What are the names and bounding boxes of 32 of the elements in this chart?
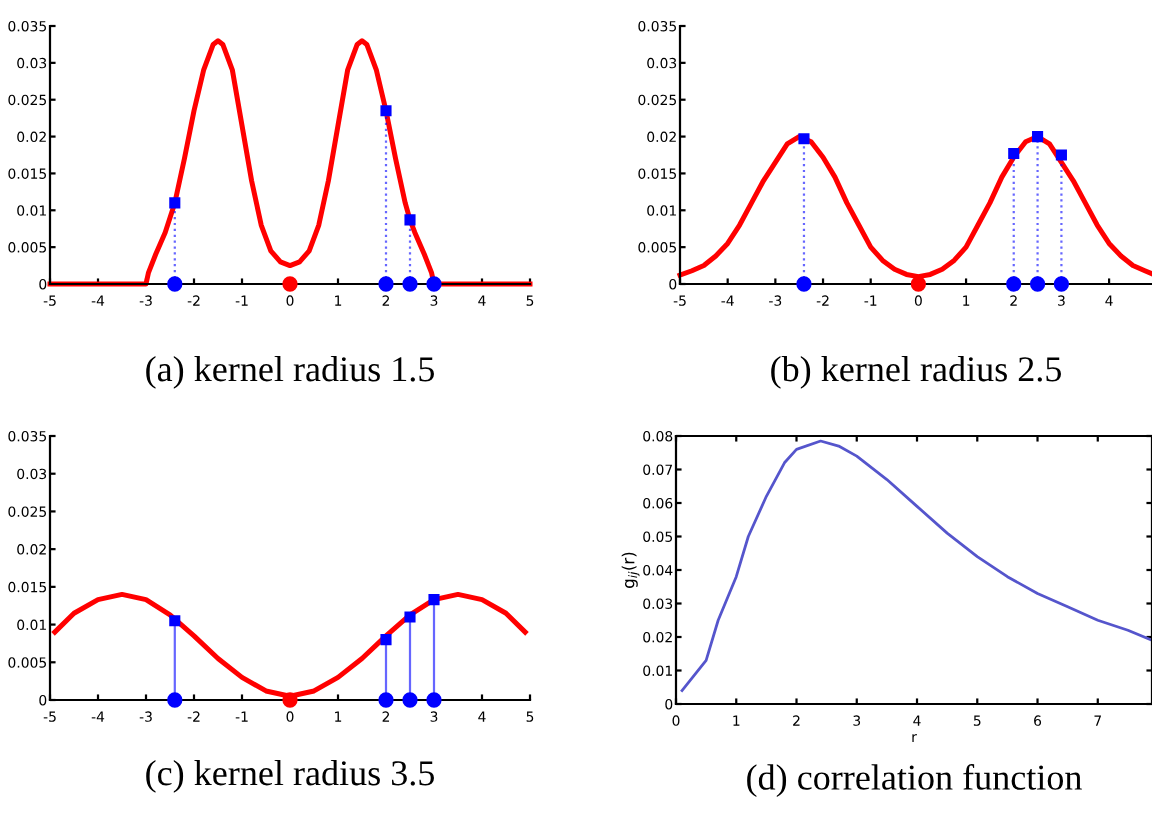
point bbox=[1029, 276, 1046, 292]
point bbox=[1008, 147, 1020, 160]
point bbox=[404, 611, 416, 623]
text: (b) kernel radius 2.5 bbox=[771, 356, 1061, 389]
line-series bbox=[680, 439, 1152, 692]
point bbox=[169, 615, 181, 627]
point bbox=[380, 105, 392, 117]
point bbox=[910, 276, 927, 292]
point bbox=[282, 276, 298, 292]
point bbox=[1053, 276, 1070, 292]
point bbox=[402, 692, 418, 708]
point bbox=[378, 692, 394, 708]
text: (d) correlation function bbox=[747, 764, 1082, 798]
text: (a) kernel radius 1.5 bbox=[146, 356, 434, 389]
point bbox=[428, 594, 440, 606]
point bbox=[169, 197, 181, 209]
point bbox=[426, 692, 442, 708]
point bbox=[378, 276, 394, 292]
text: (c) kernel radius 3.5 bbox=[146, 760, 434, 793]
point bbox=[167, 692, 183, 708]
point bbox=[404, 214, 416, 226]
point bbox=[1006, 276, 1022, 292]
point bbox=[167, 276, 183, 292]
point bbox=[426, 276, 442, 292]
point bbox=[402, 276, 418, 292]
point bbox=[796, 276, 812, 292]
point bbox=[282, 692, 298, 708]
point bbox=[380, 634, 392, 646]
point bbox=[1055, 149, 1067, 161]
point bbox=[1032, 131, 1044, 143]
point bbox=[798, 133, 810, 145]
y-axis-title: g$_{ij}$(r) bbox=[621, 552, 640, 588]
